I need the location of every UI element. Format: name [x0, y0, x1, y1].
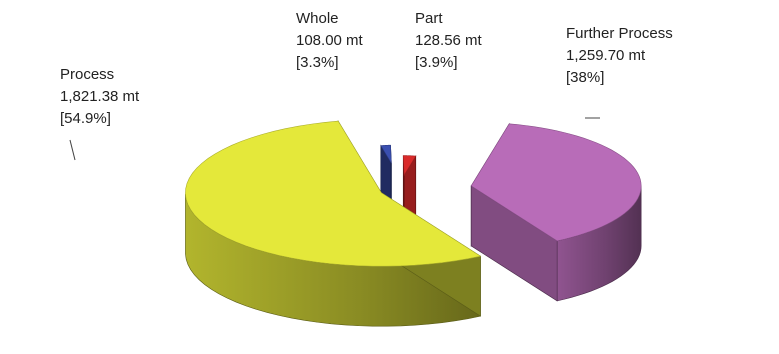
leader-line-process: [69, 139, 76, 161]
slice-label-percent-part: [3.9%]: [415, 54, 458, 71]
pie-slice-top-process: [185, 120, 482, 267]
labels-layer: Whole 108.00 mt [3.3%] Part 128.56 mt [3.9%] F…: [60, 10, 673, 161]
slices-layer: [185, 119, 642, 327]
slice-label-value-part: 128.56 mt: [415, 32, 483, 49]
slice-label-name-further-process: Further Process: [566, 25, 673, 42]
slice-label-name-whole: Whole: [296, 10, 339, 27]
pie-slice-process: [185, 119, 482, 327]
pie-slice-top-part: [402, 155, 417, 177]
slice-label-percent-whole: [3.3%]: [296, 54, 339, 71]
slice-label-percent-process: [54.9%]: [60, 110, 111, 127]
pie-slice-top-whole: [380, 144, 392, 164]
slice-label-name-process: Process: [60, 66, 114, 83]
slice-label-name-part: Part: [415, 10, 443, 27]
slice-label-value-whole: 108.00 mt: [296, 32, 364, 49]
slice-label-percent-further-process: [38%]: [566, 69, 604, 86]
slice-label-value-further-process: 1,259.70 mt: [566, 47, 646, 64]
pie-slice-further-process: [470, 122, 642, 302]
pie-slice-top-further-process: [470, 123, 642, 242]
slice-label-value-process: 1,821.38 mt: [60, 88, 140, 105]
